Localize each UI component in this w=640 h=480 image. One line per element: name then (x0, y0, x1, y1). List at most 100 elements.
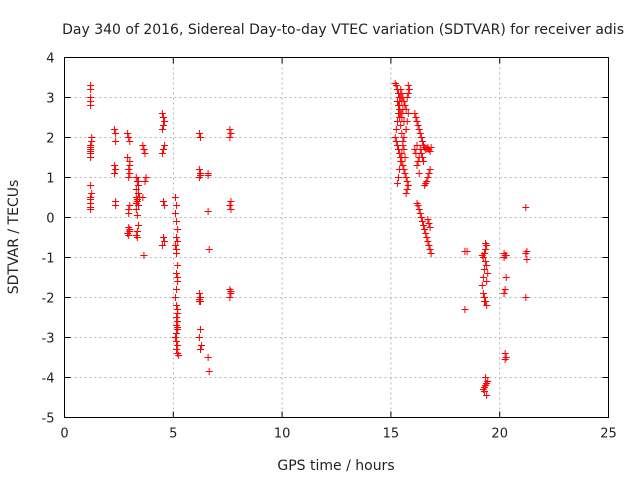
data-point (411, 146, 419, 153)
data-point (398, 150, 406, 157)
y-tick-label: 2 (46, 132, 54, 147)
data-point (501, 350, 509, 357)
data-point (484, 270, 492, 277)
data-point (173, 302, 181, 309)
data-point (87, 102, 95, 109)
data-point (161, 142, 169, 149)
data-point (227, 206, 235, 213)
data-point (418, 138, 426, 145)
data-point (195, 166, 203, 173)
x-axis-label: GPS time / hours (277, 458, 394, 474)
data-point (482, 240, 490, 247)
data-point (393, 118, 401, 125)
data-point (205, 368, 213, 375)
data-point (160, 198, 168, 205)
data-point (112, 138, 120, 145)
data-point (126, 170, 134, 177)
data-point (415, 126, 423, 133)
data-point (413, 142, 421, 149)
data-point (197, 326, 204, 333)
data-point (161, 118, 169, 125)
data-point (397, 158, 405, 165)
data-point (420, 222, 428, 229)
data-point (403, 178, 411, 185)
data-point (398, 110, 406, 117)
data-point (125, 174, 133, 181)
y-axis-label: SDTVAR / TECUs (6, 180, 22, 295)
data-point (399, 142, 407, 149)
data-point (417, 134, 425, 141)
data-point (87, 144, 95, 151)
data-point (392, 126, 400, 133)
data-point (424, 216, 432, 223)
data-point (171, 242, 179, 249)
data-point (479, 290, 487, 297)
data-point (418, 218, 426, 225)
data-point (395, 174, 403, 181)
data-point (160, 122, 168, 129)
data-point (392, 82, 400, 89)
data-point (195, 334, 203, 341)
data-point (415, 206, 423, 213)
data-point (88, 190, 96, 197)
data-point (404, 90, 412, 97)
data-point (133, 228, 141, 235)
data-point (173, 314, 181, 321)
data-point (204, 172, 212, 179)
data-point (393, 180, 401, 187)
data-point (141, 150, 149, 157)
data-point (425, 170, 433, 177)
data-point (132, 174, 140, 181)
data-point (423, 234, 431, 241)
data-point (398, 90, 406, 97)
x-tick-label: 25 (600, 427, 617, 442)
data-point (160, 114, 168, 121)
data-point (414, 122, 422, 129)
data-point (158, 110, 166, 117)
data-point (500, 290, 508, 297)
y-tick-label: -3 (42, 332, 55, 347)
data-point (134, 190, 142, 197)
data-point (174, 226, 182, 233)
data-point (400, 98, 408, 105)
data-point (479, 254, 487, 261)
data-point (400, 118, 408, 125)
data-point (483, 278, 491, 285)
data-point (415, 154, 423, 161)
chart-title: Day 340 of 2016, Sidereal Day-to-day VTE… (62, 22, 624, 38)
data-point (425, 220, 433, 227)
data-point (134, 222, 142, 229)
data-point (403, 186, 411, 193)
data-point (400, 134, 408, 141)
data-point (501, 286, 509, 293)
data-point (396, 114, 404, 121)
data-point (482, 258, 490, 265)
data-point (226, 126, 234, 133)
data-point (227, 288, 235, 295)
data-point (426, 148, 434, 155)
data-point (160, 234, 168, 241)
data-point (160, 146, 168, 153)
data-point (158, 242, 166, 249)
x-tick-label: 20 (491, 427, 508, 442)
data-point (133, 234, 141, 241)
data-point (197, 134, 204, 141)
data-point (391, 134, 399, 141)
data-point (134, 178, 142, 185)
data-point (173, 330, 181, 337)
data-point (174, 318, 182, 325)
data-point (421, 226, 429, 233)
data-point (205, 246, 213, 253)
data-point (132, 206, 140, 213)
data-point (480, 388, 488, 395)
data-point (413, 162, 421, 169)
data-point (426, 224, 434, 231)
data-point (140, 146, 148, 153)
data-point (483, 262, 491, 269)
data-point (427, 250, 435, 257)
data-point (171, 294, 179, 301)
data-point (404, 82, 412, 89)
data-point (124, 130, 132, 137)
data-point (425, 242, 433, 249)
